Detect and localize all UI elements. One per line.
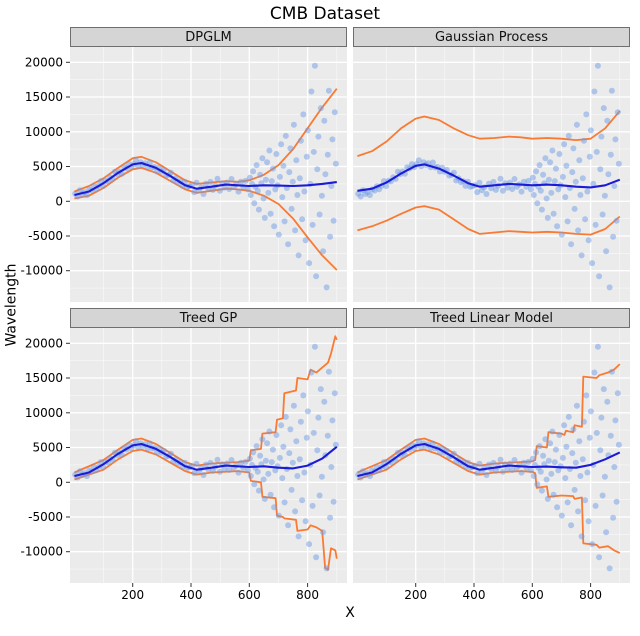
svg-text:200: 200 [404,588,427,602]
facet-strip-gaussian-process: Gaussian Process [353,27,630,47]
faceted-chart: CMB Dataset Wavelength DPGLM Gaussian Pr… [4,1,636,635]
mean-line [74,161,337,197]
mean-line [357,442,621,478]
facet-strip-treed-linear-model: Treed Linear Model [353,308,630,328]
lower-band [357,205,621,236]
svg-text:0: 0 [55,475,63,489]
mean-line [74,442,338,478]
svg-text:400: 400 [463,588,486,602]
svg-text:400: 400 [180,588,203,602]
panel-treed-gp [70,328,347,583]
svg-text:600: 600 [238,588,261,602]
y-axis-row1: -10000 -5000 0 5000 10000 15000 20000 [20,55,70,278]
panel-gaussian-process [353,47,630,302]
svg-text:0: 0 [55,194,63,208]
svg-text:-5000: -5000 [28,510,63,524]
svg-text:-10000: -10000 [20,264,63,278]
x-axis-title: X [345,605,355,621]
svg-text:800: 800 [579,588,602,602]
upper-band [357,110,621,157]
svg-text:20000: 20000 [25,55,63,69]
svg-text:10000: 10000 [25,125,63,139]
y-axis-title: Wavelength [4,263,20,347]
facet-strip-dpglm: DPGLM [70,27,347,47]
svg-text:10000: 10000 [25,406,63,420]
svg-text:800: 800 [296,588,319,602]
chart-title: CMB Dataset [269,4,381,24]
svg-text:-10000: -10000 [20,545,63,559]
svg-text:5000: 5000 [32,441,63,455]
svg-text:15000: 15000 [25,90,63,104]
facet-strip-treed-gp: Treed GP [70,308,347,328]
svg-text:200: 200 [121,588,144,602]
x-axis-col1: 200 400 600 800 [121,583,319,602]
mean-line [357,163,621,192]
panel-dpglm [70,47,347,302]
panel-treed-linear-model [353,328,630,583]
svg-text:20000: 20000 [25,336,63,350]
svg-text:-5000: -5000 [28,229,63,243]
lower-band [74,448,338,571]
svg-text:5000: 5000 [32,160,63,174]
x-axis-col2: 200 400 600 800 [404,583,602,602]
y-axis-row2: -10000 -5000 0 5000 10000 15000 20000 [20,336,70,559]
svg-text:600: 600 [521,588,544,602]
svg-text:15000: 15000 [25,371,63,385]
